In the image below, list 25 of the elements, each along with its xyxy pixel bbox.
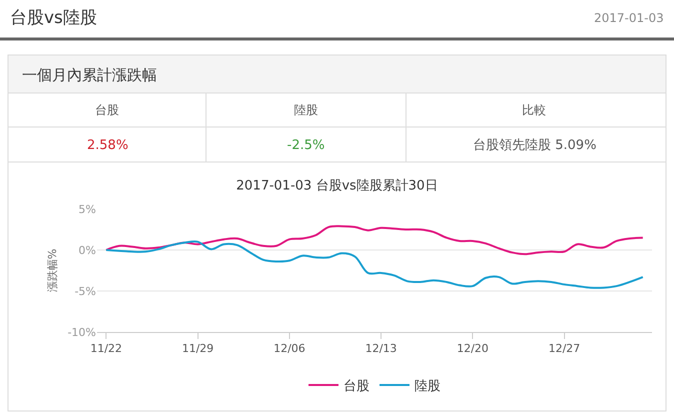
chart-title: 2017-01-03 台股vs陸股累計30日 bbox=[236, 178, 438, 194]
text: -2.5% bbox=[287, 138, 325, 153]
line-series bbox=[105, 225, 644, 256]
x-tick-label: 11/29 bbox=[182, 342, 214, 356]
text: 2017-01-03 bbox=[594, 11, 664, 25]
y-tick-label: 0% bbox=[78, 244, 96, 257]
legend-label: 陸股 bbox=[414, 379, 440, 394]
text: 台股vs陸股 bbox=[10, 8, 97, 28]
x-tick-label: 11/22 bbox=[90, 342, 122, 356]
text: 2.58% bbox=[87, 138, 128, 153]
y-tick-label: 5% bbox=[78, 202, 96, 216]
x-tick-label: 12/06 bbox=[274, 342, 306, 356]
text: 比較 bbox=[522, 103, 546, 117]
text: 陸股 bbox=[294, 103, 318, 117]
x-tick-label: 12/13 bbox=[365, 342, 397, 356]
text: 台股領先陸股 5.09% bbox=[473, 138, 596, 153]
legend-label: 台股 bbox=[344, 379, 370, 394]
text: 台股 bbox=[95, 103, 119, 117]
y-axis-title: 漲跌幅% bbox=[46, 248, 60, 292]
x-tick-label: 12/27 bbox=[548, 342, 580, 356]
line-series bbox=[105, 240, 644, 289]
y-tick-label: -5% bbox=[74, 284, 96, 298]
x-tick-label: 12/20 bbox=[456, 342, 489, 356]
text: 一個月內累計漲跌幅 bbox=[22, 66, 157, 84]
y-tick-label: -10% bbox=[68, 326, 96, 339]
